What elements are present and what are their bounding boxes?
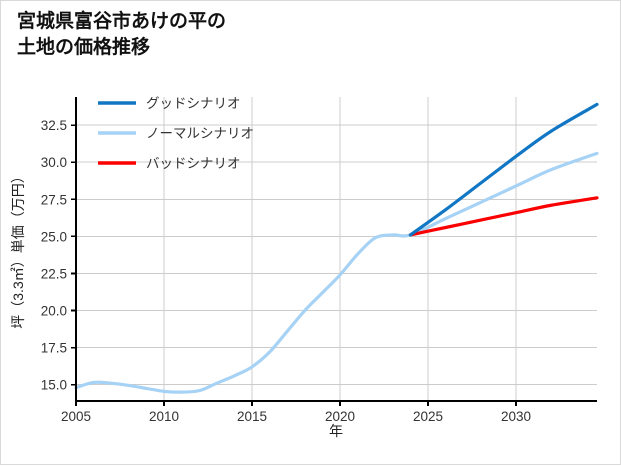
y-tick-label: 30.0 <box>41 155 67 170</box>
x-axis-ticks: 2005 2010 2015 2020 2025 2030 <box>61 401 531 424</box>
page-title: 宮城県富谷市あけの平の 土地の価格推移 <box>17 11 227 58</box>
x-tick-label: 2025 <box>413 409 443 424</box>
x-tick-label: 2010 <box>149 409 179 424</box>
legend-label-0: グッドシナリオ <box>146 96 241 111</box>
y-tick-label: 20.0 <box>41 304 67 319</box>
x-tick-label: 2005 <box>61 409 91 424</box>
y-tick-label: 17.5 <box>41 341 67 356</box>
y-tick-label: 27.5 <box>41 192 67 207</box>
gridlines-group <box>75 97 597 401</box>
legend-label-2: バッドシナリオ <box>146 156 241 171</box>
x-tick-label: 2020 <box>325 409 355 424</box>
y-axis-ticks: 15.0 17.5 20.0 22.5 25.0 27.5 30.0 32.5 <box>41 118 76 393</box>
y-axis-title: 坪（3.3㎡）単価（万円） <box>10 169 26 328</box>
x-tick-label: 2030 <box>501 409 531 424</box>
series-line-1 <box>74 151 599 394</box>
legend-label-1: ノーマルシナリオ <box>146 126 254 141</box>
y-tick-label: 15.0 <box>41 378 67 393</box>
series-line-2 <box>408 196 599 237</box>
x-axis-title: 年 <box>329 423 343 439</box>
y-tick-label: 32.5 <box>41 118 67 133</box>
y-tick-label: 25.0 <box>41 229 67 244</box>
data-series-group <box>74 102 599 394</box>
y-tick-label: 22.5 <box>41 266 67 281</box>
series-line-0 <box>408 102 599 237</box>
x-tick-label: 2015 <box>237 409 267 424</box>
